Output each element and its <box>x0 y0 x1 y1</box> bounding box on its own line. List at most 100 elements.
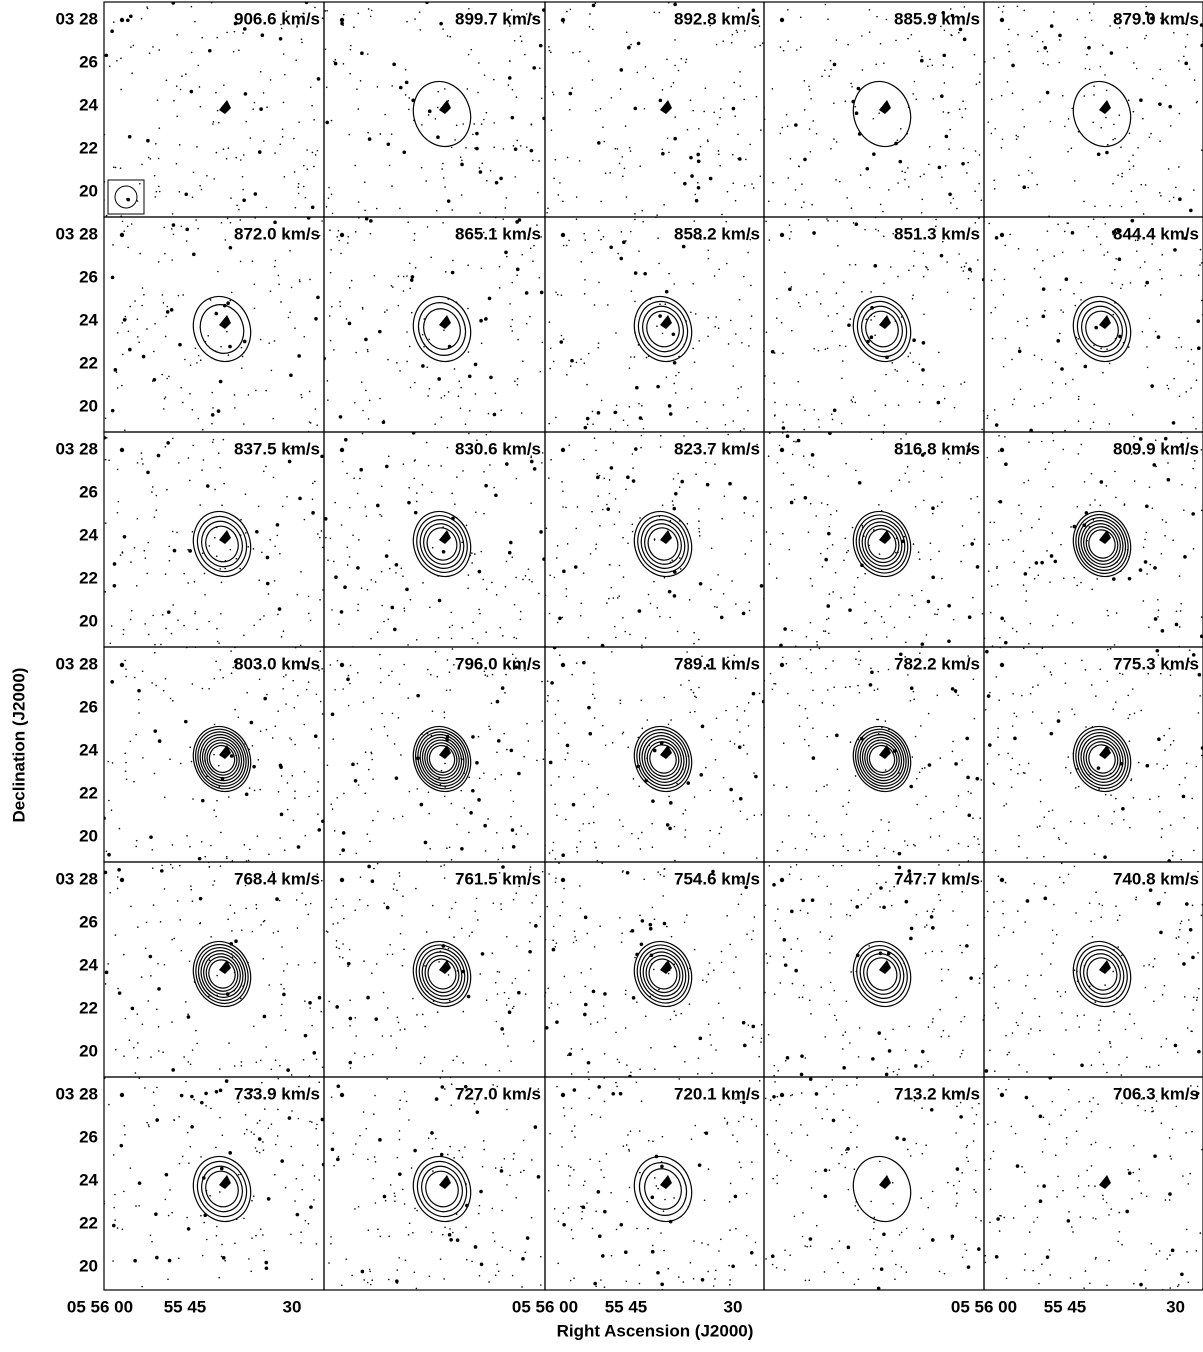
star <box>468 54 470 56</box>
star <box>107 761 109 763</box>
star <box>148 634 150 636</box>
star <box>576 662 578 664</box>
star <box>806 294 808 296</box>
star <box>969 976 973 980</box>
star <box>129 1039 131 1041</box>
star <box>973 1123 975 1125</box>
star <box>860 174 862 176</box>
star <box>533 245 535 247</box>
star <box>1034 405 1036 407</box>
star <box>893 851 895 853</box>
star <box>811 453 815 457</box>
star <box>649 923 653 927</box>
star <box>713 969 715 971</box>
star <box>127 225 129 227</box>
star <box>483 471 485 473</box>
star <box>786 1056 790 1060</box>
star <box>604 1101 606 1103</box>
star <box>1003 294 1005 296</box>
panel: 740.8 km/s <box>983 862 1203 1077</box>
star <box>1007 81 1009 83</box>
star <box>311 511 315 515</box>
star <box>808 745 810 747</box>
star <box>511 982 513 984</box>
star <box>624 1250 628 1254</box>
star <box>948 193 952 197</box>
star <box>1080 444 1082 446</box>
star <box>930 559 932 561</box>
star <box>916 778 918 780</box>
star <box>1149 798 1151 800</box>
star <box>756 1125 758 1127</box>
star <box>516 638 518 640</box>
star <box>327 559 329 561</box>
star <box>213 754 215 756</box>
star <box>331 306 333 308</box>
star <box>559 340 563 344</box>
star <box>1067 151 1069 153</box>
star <box>158 49 160 51</box>
panel: 754.6 km/s <box>545 862 764 1078</box>
star <box>1147 367 1149 369</box>
star <box>361 381 363 383</box>
star <box>320 650 322 652</box>
star <box>137 318 139 320</box>
star <box>777 850 779 852</box>
star <box>937 505 939 507</box>
star <box>189 480 191 482</box>
star <box>444 711 446 713</box>
star <box>115 167 117 169</box>
star <box>226 32 228 34</box>
star <box>738 157 742 161</box>
star <box>604 1286 606 1288</box>
star <box>403 276 405 278</box>
star <box>689 712 691 714</box>
star <box>754 775 758 779</box>
star <box>843 559 845 561</box>
star <box>265 466 267 468</box>
star <box>794 1216 796 1218</box>
star <box>672 504 674 506</box>
star <box>773 784 775 786</box>
star <box>488 413 490 415</box>
star <box>374 1017 378 1021</box>
star <box>847 550 849 552</box>
star <box>809 464 811 466</box>
star <box>1104 74 1106 76</box>
star <box>391 185 393 187</box>
bright-source <box>219 315 231 329</box>
star <box>179 919 181 921</box>
star <box>909 616 911 618</box>
star <box>416 501 418 503</box>
star <box>301 38 303 40</box>
star <box>807 1134 809 1136</box>
star <box>561 1093 565 1097</box>
star <box>192 798 194 800</box>
velocity-label: 789.1 km/s <box>674 654 760 673</box>
star <box>732 420 734 422</box>
star <box>921 590 923 592</box>
star <box>820 986 822 988</box>
star <box>865 167 869 171</box>
star <box>260 924 262 926</box>
star <box>384 311 386 313</box>
star <box>1000 18 1004 22</box>
star <box>975 150 977 152</box>
star <box>945 165 947 167</box>
panel-content <box>983 217 1203 433</box>
star <box>383 992 385 994</box>
star <box>387 735 389 737</box>
star <box>735 603 737 605</box>
star <box>747 410 749 412</box>
star <box>524 54 526 56</box>
star <box>748 725 750 727</box>
star <box>240 159 242 161</box>
star <box>1038 574 1040 576</box>
star <box>172 213 174 215</box>
star <box>142 463 144 465</box>
star <box>330 664 332 666</box>
star <box>855 470 857 472</box>
star <box>1075 787 1077 789</box>
star <box>481 123 483 125</box>
star <box>621 231 623 233</box>
